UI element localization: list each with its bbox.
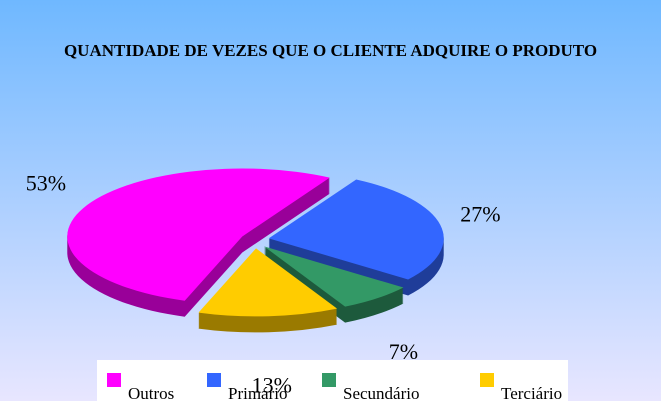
- legend-label: Secundário: [343, 384, 419, 401]
- slice: [268, 179, 444, 280]
- data-label: 27%: [460, 202, 500, 227]
- chart-title: QUANTIDADE DE VEZES QUE O CLIENTE ADQUIR…: [63, 41, 598, 60]
- legend-swatch: [207, 373, 221, 387]
- legend-swatch: [107, 373, 121, 387]
- legend-label: Primário: [228, 384, 288, 401]
- legend-label: Outros: [128, 384, 174, 401]
- legend-swatch: [480, 373, 494, 387]
- data-label: 7%: [389, 339, 418, 364]
- slice: [264, 246, 404, 307]
- legend-label: Terciário: [501, 384, 562, 401]
- legend-swatch: [322, 373, 336, 387]
- slice: [198, 248, 338, 317]
- data-label: 53%: [26, 170, 66, 195]
- slice: [67, 168, 330, 301]
- data-label: 13%: [252, 373, 292, 398]
